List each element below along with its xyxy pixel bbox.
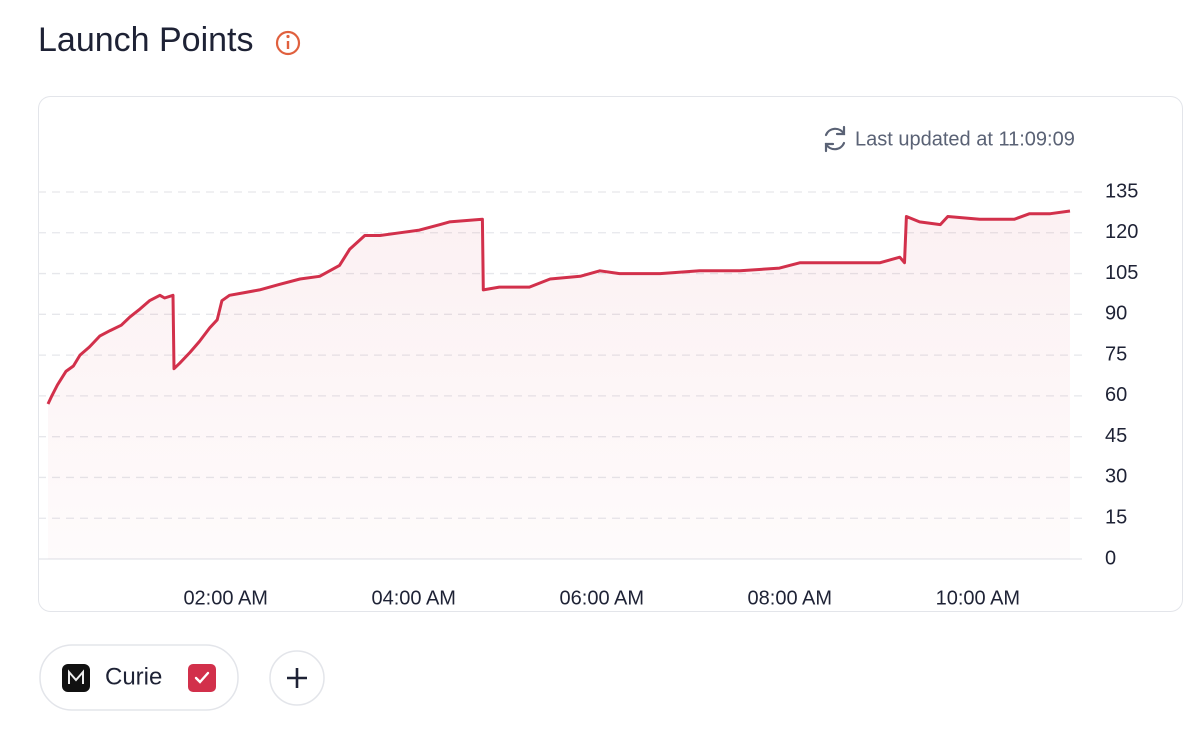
y-tick-label: 60: [1105, 384, 1127, 406]
x-tick-label: 04:00 AM: [371, 587, 456, 609]
add-button[interactable]: [269, 650, 325, 706]
y-tick-label: 75: [1105, 343, 1127, 365]
x-tick-label: 06:00 AM: [560, 587, 645, 609]
y-tick-label: 30: [1105, 466, 1127, 488]
x-tick-label: 10:00 AM: [936, 587, 1021, 609]
y-tick-label: 90: [1105, 303, 1127, 325]
legend-label: Curie: [105, 663, 162, 690]
y-tick-label: 135: [1105, 180, 1138, 202]
logo: [62, 664, 90, 692]
y-tick-label: 0: [1105, 547, 1116, 569]
x-tick-label: 02:00 AM: [183, 587, 268, 609]
last-updated: Last updated at 11:09:09: [855, 128, 1075, 150]
legend-item[interactable]: Curie: [39, 644, 239, 711]
y-tick-label: 15: [1105, 507, 1127, 529]
y-tick-label: 45: [1105, 425, 1127, 447]
refresh-icon[interactable]: [824, 125, 846, 153]
line: [46, 209, 1071, 405]
info-icon[interactable]: [275, 30, 301, 56]
x-tick-label: 08:00 AM: [748, 587, 833, 609]
page-title: Launch Points: [38, 21, 254, 59]
y-tick-label: 120: [1105, 221, 1138, 243]
area: [48, 211, 1070, 559]
y-tick-label: 105: [1105, 262, 1138, 284]
